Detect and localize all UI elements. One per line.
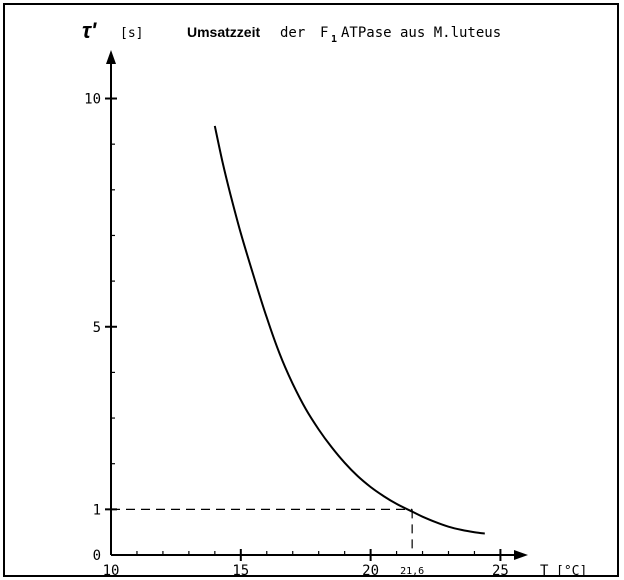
y-axis-symbol: τ': [82, 18, 97, 43]
x-axis-unit: [°C]: [556, 564, 587, 579]
chart-title-bold: Umsatzzeit: [187, 24, 260, 40]
chart-title-tail: ATPase aus M.luteus: [341, 25, 501, 41]
axis-ticks: [105, 97, 502, 561]
marker-x-label: 21,6: [400, 566, 424, 577]
series-curve: [213, 125, 485, 535]
y-tick-label-10: 10: [84, 92, 101, 108]
x-axis-label: T: [540, 563, 549, 579]
y-tick-label-5: 5: [93, 320, 101, 336]
chart-title-der: der: [280, 25, 305, 41]
y-tick-label-1: 1: [93, 502, 101, 518]
x-tick-label-25: 25: [492, 563, 509, 579]
x-axis-arrow: [514, 550, 528, 560]
x-tick-label-20: 20: [362, 563, 379, 579]
y-axis-unit: [s]: [120, 26, 143, 41]
chart-title-f: F: [320, 25, 328, 41]
x-tick-label-10: 10: [103, 563, 120, 579]
x-tick-label-15: 15: [232, 563, 249, 579]
chart-title-subscript: 1: [331, 34, 337, 45]
y-axis-arrow: [106, 50, 116, 64]
y-tick-label-0: 0: [93, 548, 101, 564]
